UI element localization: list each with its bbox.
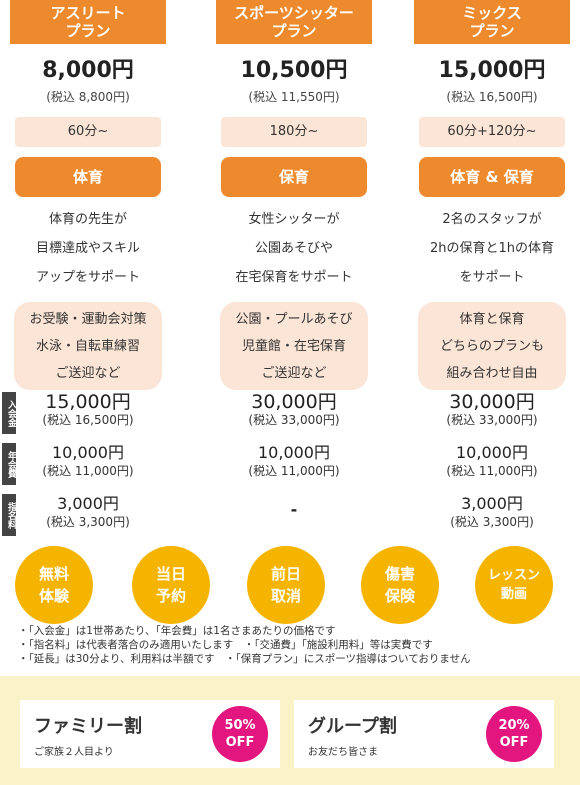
fee-amount-tax: (税込 16,500円): [42, 413, 134, 427]
fee-amount: 30,000円: [251, 391, 337, 413]
badge-lesson-video: レッスン 動画: [475, 546, 553, 624]
discount-badge: 50% OFF: [212, 706, 268, 762]
plan-description: 女性シッターが 公園あそびや 在宅保育をサポート: [235, 212, 353, 285]
plan-title: アスリート プラン: [10, 0, 166, 44]
annual-fee-athlete: 10,000円 (税込 11,000円): [10, 443, 166, 479]
fee-amount-tax: (税込 3,300円): [46, 515, 130, 529]
fee-amount-tax: (税込 3,300円): [450, 515, 534, 529]
plan-column-mix: ミックス プラン 15,000円 (税込 16,500円) 60分+120分~ …: [414, 0, 570, 390]
annual-fee-mix: 10,000円 (税込 11,000円): [414, 443, 570, 479]
discount-subtitle: お友だち皆さま: [308, 747, 378, 758]
admission-fee-athlete: 15,000円 (税込 16,500円): [10, 392, 166, 428]
plan-examples: 体育と保育 どちらのプランも 組み合わせ自由: [418, 302, 566, 390]
plan-examples: お受験・運動会対策 水泳・自転車練習 ご送迎など: [14, 302, 162, 390]
family-discount-card: ファミリー割 ご家族２人目より 50% OFF: [20, 700, 280, 768]
discount-badge: 20% OFF: [486, 706, 542, 762]
fee-amount-tax: (税込 33,000円): [446, 413, 538, 427]
annual-fee-row: 年会費 10,000円 (税込 11,000円) 10,000円 (税込 11,…: [0, 443, 580, 487]
admission-fee-label: 入会金: [2, 392, 16, 434]
note-line: ・「入会金」は1世帯あたり、「年会費」は1名さまあたりの価格です: [18, 625, 336, 637]
plan-category: 体育 & 保育: [419, 157, 565, 197]
badge-previous-day-cancel: 前日 取消: [247, 546, 325, 624]
fee-amount: 10,000円: [52, 443, 124, 462]
plan-column-athlete: アスリート プラン 8,000円 (税込 8,800円) 60分~ 体育 体育の…: [10, 0, 166, 390]
plan-duration: 60分+120分~: [419, 117, 565, 147]
plan-price-tax: (税込 11,550円): [248, 90, 340, 104]
fee-amount-tax: (税込 33,000円): [248, 413, 340, 427]
plan-title: ミックス プラン: [414, 0, 570, 44]
plan-price-tax: (税込 8,800円): [46, 90, 130, 104]
plan-price: 10,500円: [240, 58, 348, 83]
admission-fee-sports-sitter: 30,000円 (税込 33,000円): [216, 392, 372, 428]
badge-injury-insurance: 傷害 保険: [361, 546, 439, 624]
plan-description: 2名のスタッフが 2hの保育と1hの体育 をサポート: [429, 212, 555, 285]
plan-duration: 60分~: [15, 117, 161, 147]
plan-price-tax: (税込 16,500円): [446, 90, 538, 104]
discount-title: グループ割: [308, 716, 397, 737]
plan-category: 体育: [15, 157, 161, 197]
plan-duration: 180分~: [221, 117, 367, 147]
fee-amount-tax: (税込 11,000円): [42, 464, 134, 478]
plan-examples: 公園・プールあそび 児童館・在宅保育 ご送迎など: [220, 302, 368, 390]
fee-amount: -: [290, 500, 298, 519]
nomination-fee-athlete: 3,000円 (税込 3,300円): [10, 494, 166, 530]
notes: ・「入会金」は1世帯あたり、「年会費」は1名さまあたりの価格です ・「指名料」は…: [18, 624, 471, 666]
plan-price: 15,000円: [438, 58, 546, 83]
fee-amount: 15,000円: [45, 391, 131, 413]
fee-amount: 30,000円: [449, 391, 535, 413]
discount-title: ファミリー割: [34, 716, 142, 737]
fee-amount-tax: (税込 11,000円): [446, 464, 538, 478]
annual-fee-label: 年会費: [2, 443, 16, 485]
note-line: ・「延長」は30分より、利用料は半額です ・「保育プラン」にスポーツ指導はついて…: [18, 653, 471, 665]
badge-same-day-booking: 当日 予約: [132, 546, 210, 624]
nomination-fee-mix: 3,000円 (税込 3,300円): [414, 494, 570, 530]
fee-amount-tax: (税込 11,000円): [248, 464, 340, 478]
badge-free-trial: 無料 体験: [15, 546, 93, 624]
nomination-fee-row: 指名料 3,000円 (税込 3,300円) - 3,000円 (税込 3,30…: [0, 494, 580, 538]
plan-title: スポーツシッター プラン: [216, 0, 372, 44]
fee-amount: 10,000円: [456, 443, 528, 462]
discount-section: ファミリー割 ご家族２人目より 50% OFF グループ割 お友だち皆さま 20…: [0, 676, 580, 785]
admission-fee-row: 入会金 15,000円 (税込 16,500円) 30,000円 (税込 33,…: [0, 392, 580, 436]
nomination-fee-sports-sitter: -: [216, 500, 372, 520]
admission-fee-mix: 30,000円 (税込 33,000円): [414, 392, 570, 428]
fee-amount: 10,000円: [258, 443, 330, 462]
note-line: ・「指名料」は代表者落合のみ適用いたします ・「交通費」「施設利用料」等は実費で…: [18, 639, 433, 651]
plan-category: 保育: [221, 157, 367, 197]
plan-description: 体育の先生が 目標達成やスキル アップをサポート: [35, 212, 140, 285]
discount-subtitle: ご家族２人目より: [34, 747, 114, 758]
annual-fee-sports-sitter: 10,000円 (税込 11,000円): [216, 443, 372, 479]
plan-column-sports-sitter: スポーツシッター プラン 10,500円 (税込 11,550円) 180分~ …: [216, 0, 372, 390]
nomination-fee-label: 指名料: [2, 494, 16, 536]
group-discount-card: グループ割 お友だち皆さま 20% OFF: [294, 700, 554, 768]
plan-price: 8,000円: [42, 58, 134, 83]
fee-amount: 3,000円: [461, 494, 523, 513]
fee-amount: 3,000円: [57, 494, 119, 513]
